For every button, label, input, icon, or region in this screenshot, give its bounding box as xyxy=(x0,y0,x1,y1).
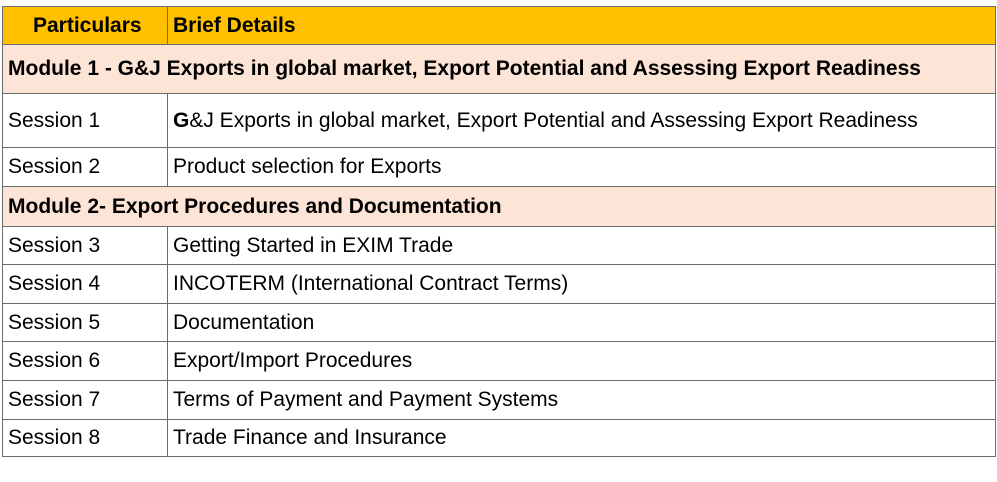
table-row: Session 3 Getting Started in EXIM Trade xyxy=(2,226,996,265)
table-row: Session 7 Terms of Payment and Payment S… xyxy=(2,380,996,420)
header-brief-details: Brief Details xyxy=(167,6,996,45)
session-detail: Documentation xyxy=(167,303,996,342)
session-detail: Product selection for Exports xyxy=(167,147,996,187)
table-row: Session 2 Product selection for Exports xyxy=(2,147,996,187)
table-row: Session 5 Documentation xyxy=(2,303,996,342)
module-row-2: Module 2- Export Procedures and Document… xyxy=(2,186,996,227)
session-detail: Terms of Payment and Payment Systems xyxy=(167,380,996,420)
table-row: Session 6 Export/Import Procedures xyxy=(2,341,996,381)
session-detail: Export/Import Procedures xyxy=(167,341,996,381)
session-detail: Getting Started in EXIM Trade xyxy=(167,226,996,265)
header-particulars: Particulars xyxy=(2,6,168,45)
session-detail: G&J Exports in global market, Export Pot… xyxy=(167,93,996,148)
session-label: Session 4 xyxy=(2,264,168,304)
session-label: Session 5 xyxy=(2,303,168,342)
module-row-1: Module 1 - G&J Exports in global market,… xyxy=(2,44,996,94)
table-row: Session 8 Trade Finance and Insurance xyxy=(2,419,996,457)
session-label: Session 6 xyxy=(2,341,168,381)
session-detail: INCOTERM (International Contract Terms) xyxy=(167,264,996,304)
table-header-row: Particulars Brief Details xyxy=(2,6,996,45)
session-label: Session 2 xyxy=(2,147,168,187)
table-row: Session 1 G&J Exports in global market, … xyxy=(2,93,996,148)
session-detail-initial: G xyxy=(173,108,190,132)
module-2-title: Module 2- Export Procedures and Document… xyxy=(2,186,996,227)
session-label: Session 3 xyxy=(2,226,168,265)
sessions-table: Particulars Brief Details Module 1 - G&J… xyxy=(2,6,996,457)
session-label: Session 7 xyxy=(2,380,168,420)
table-row: Session 4 INCOTERM (International Contra… xyxy=(2,264,996,304)
module-1-title: Module 1 - G&J Exports in global market,… xyxy=(2,44,996,94)
session-label: Session 8 xyxy=(2,419,168,457)
session-detail: Trade Finance and Insurance xyxy=(167,419,996,457)
session-detail-rest: &J Exports in global market, Export Pote… xyxy=(189,108,918,132)
session-label: Session 1 xyxy=(2,93,168,148)
